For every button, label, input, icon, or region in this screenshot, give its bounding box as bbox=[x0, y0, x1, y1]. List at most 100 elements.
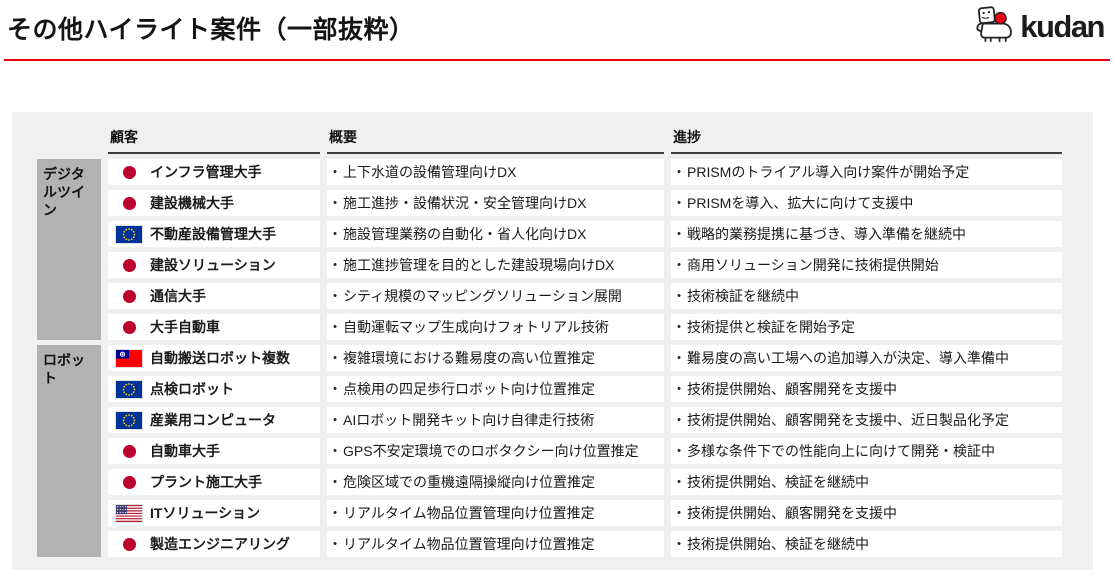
customer-name: 製造エンジニアリング bbox=[150, 536, 290, 552]
column-header-progress: 進捗 bbox=[671, 121, 1062, 154]
progress-cell: • 技術検証を継続中 bbox=[671, 283, 1062, 309]
customer-name: 産業用コンピュータ bbox=[150, 412, 276, 428]
japan-flag-icon bbox=[108, 196, 150, 210]
overview-cell: • AIロボット開発キット向け自律走行技術 bbox=[327, 407, 664, 433]
eu-flag-icon bbox=[108, 410, 150, 430]
japan-flag-icon bbox=[108, 444, 150, 458]
overview-cell-text: GPS不安定環境でのロボタクシー向け位置推定 bbox=[343, 443, 639, 459]
bullet-icon: • bbox=[677, 352, 681, 364]
progress-cell: • 技術提供開始、検証を継続中 bbox=[671, 531, 1062, 557]
overview-cell: • GPS不安定環境でのロボタクシー向け位置推定 bbox=[327, 438, 664, 464]
customer-cell: ITソリューション bbox=[108, 500, 320, 526]
overview-cell: • 施工進捗・設備状況・安全管理向けDX bbox=[327, 190, 664, 216]
bullet-icon: • bbox=[333, 383, 337, 395]
customer-name: ITソリューション bbox=[150, 505, 261, 521]
overview-cell-text: 自動運転マップ生成向けフォトリアル技術 bbox=[343, 319, 609, 335]
progress-cell: • 戦略的業務提携に基づき、導入準備を継続中 bbox=[671, 221, 1062, 247]
customer-name: 点検ロボット bbox=[150, 381, 234, 397]
japan-flag-icon bbox=[108, 320, 150, 334]
customer-name: 大手自動車 bbox=[150, 319, 220, 335]
japan-flag-icon bbox=[108, 537, 150, 551]
overview-cell-text: 点検用の四足歩行ロボット向け位置推定 bbox=[343, 381, 595, 397]
progress-cell-text: 技術提供開始、検証を継続中 bbox=[687, 536, 869, 552]
overview-cell: • リアルタイム物品位置管理向け位置推定 bbox=[327, 531, 664, 557]
bullet-icon: • bbox=[333, 228, 337, 240]
overview-cell-text: 施工進捗・設備状況・安全管理向けDX bbox=[343, 195, 587, 211]
bullet-icon: • bbox=[333, 476, 337, 488]
kudan-mascot-icon bbox=[974, 4, 1018, 49]
progress-cell-text: 技術提供開始、顧客開発を支援中、近日製品化予定 bbox=[687, 412, 1009, 428]
bullet-icon: • bbox=[677, 290, 681, 302]
overview-cell-text: 上下水道の設備管理向けDX bbox=[343, 164, 517, 180]
progress-cell: • PRISMのトライアル導入向け案件が開始予定 bbox=[671, 159, 1062, 185]
customer-cell: 通信大手 bbox=[108, 283, 320, 309]
progress-cell: • 商用ソリューション開発に技術提供開始 bbox=[671, 252, 1062, 278]
title-divider bbox=[4, 59, 1110, 61]
column-header-overview: 概要 bbox=[327, 121, 664, 154]
bullet-icon: • bbox=[677, 197, 681, 209]
overview-cell: • 危険区域での重機遠隔操縦向け位置推定 bbox=[327, 469, 664, 495]
bullet-icon: • bbox=[677, 476, 681, 488]
overview-cell-text: 施工進捗管理を目的とした建設現場向けDX bbox=[343, 257, 615, 273]
customer-cell: 不動産設備管理大手 bbox=[108, 221, 320, 247]
overview-cell-text: 施設管理業務の自動化・省人化向けDX bbox=[343, 226, 587, 242]
taiwan-flag-icon bbox=[108, 348, 150, 368]
japan-flag-icon bbox=[108, 258, 150, 272]
customer-cell: 自動搬送ロボット複数 bbox=[108, 345, 320, 371]
category-label-digital-twin: デジタルツイン bbox=[37, 159, 101, 340]
progress-cell: • 技術提供開始、顧客開発を支援中 bbox=[671, 500, 1062, 526]
bullet-icon: • bbox=[333, 197, 337, 209]
overview-cell-text: 危険区域での重機遠隔操縦向け位置推定 bbox=[343, 474, 595, 490]
overview-cell: • 自動運転マップ生成向けフォトリアル技術 bbox=[327, 314, 664, 340]
progress-cell-text: 商用ソリューション開発に技術提供開始 bbox=[687, 257, 939, 273]
bullet-icon: • bbox=[333, 352, 337, 364]
overview-cell: • 施工進捗管理を目的とした建設現場向けDX bbox=[327, 252, 664, 278]
bullet-icon: • bbox=[333, 321, 337, 333]
customer-cell: 点検ロボット bbox=[108, 376, 320, 402]
customer-cell: 大手自動車 bbox=[108, 314, 320, 340]
customer-name: 建設ソリューション bbox=[150, 257, 276, 273]
progress-cell-text: PRISMを導入、拡大に向けて支援中 bbox=[687, 195, 914, 211]
bullet-icon: • bbox=[677, 259, 681, 271]
bullet-icon: • bbox=[333, 166, 337, 178]
overview-cell-text: リアルタイム物品位置管理向け位置推定 bbox=[343, 505, 595, 521]
bullet-icon: • bbox=[677, 445, 681, 457]
customer-name: 自動搬送ロボット複数 bbox=[150, 350, 290, 366]
progress-cell: • PRISMを導入、拡大に向けて支援中 bbox=[671, 190, 1062, 216]
overview-cell: • リアルタイム物品位置管理向け位置推定 bbox=[327, 500, 664, 526]
progress-cell-text: PRISMのトライアル導入向け案件が開始予定 bbox=[687, 164, 970, 180]
japan-flag-icon bbox=[108, 475, 150, 489]
overview-cell-text: AIロボット開発キット向け自律走行技術 bbox=[343, 412, 595, 428]
progress-cell: • 技術提供開始、検証を継続中 bbox=[671, 469, 1062, 495]
progress-cell: • 難易度の高い工場への追加導入が決定、導入準備中 bbox=[671, 345, 1062, 371]
bullet-icon: • bbox=[333, 290, 337, 302]
customer-cell: 製造エンジニアリング bbox=[108, 531, 320, 557]
bullet-icon: • bbox=[333, 259, 337, 271]
progress-cell: • 技術提供開始、顧客開発を支援中、近日製品化予定 bbox=[671, 407, 1062, 433]
japan-flag-icon bbox=[108, 289, 150, 303]
overview-cell-text: リアルタイム物品位置管理向け位置推定 bbox=[343, 536, 595, 552]
highlights-panel: 顧客 概要 進捗 デジタルツイン ロボット インフラ管理大手 • 上下水道の設備管理向け… bbox=[12, 112, 1093, 570]
customer-cell: プラント施工大手 bbox=[108, 469, 320, 495]
overview-cell: • 複雑環境における難易度の高い位置推定 bbox=[327, 345, 664, 371]
overview-cell: • シティ規模のマッピングソリューション展開 bbox=[327, 283, 664, 309]
customer-name: 通信大手 bbox=[150, 288, 206, 304]
bullet-icon: • bbox=[677, 228, 681, 240]
bullet-icon: • bbox=[333, 538, 337, 550]
usa-flag-icon bbox=[108, 503, 150, 523]
bullet-icon: • bbox=[333, 507, 337, 519]
customer-cell: 自動車大手 bbox=[108, 438, 320, 464]
customer-name: プラント施工大手 bbox=[150, 474, 262, 490]
customer-name: 不動産設備管理大手 bbox=[150, 226, 276, 242]
kudan-logo: kudan bbox=[974, 4, 1105, 49]
customer-cell: 建設ソリューション bbox=[108, 252, 320, 278]
bullet-icon: • bbox=[677, 321, 681, 333]
overview-cell: • 上下水道の設備管理向けDX bbox=[327, 159, 664, 185]
japan-flag-icon bbox=[108, 165, 150, 179]
progress-cell: • 多様な条件下での性能向上に向けて開発・検証中 bbox=[671, 438, 1062, 464]
bullet-icon: • bbox=[677, 538, 681, 550]
eu-flag-icon bbox=[108, 224, 150, 244]
bullet-icon: • bbox=[677, 383, 681, 395]
customer-name: 自動車大手 bbox=[150, 443, 220, 459]
customer-cell: 産業用コンピュータ bbox=[108, 407, 320, 433]
